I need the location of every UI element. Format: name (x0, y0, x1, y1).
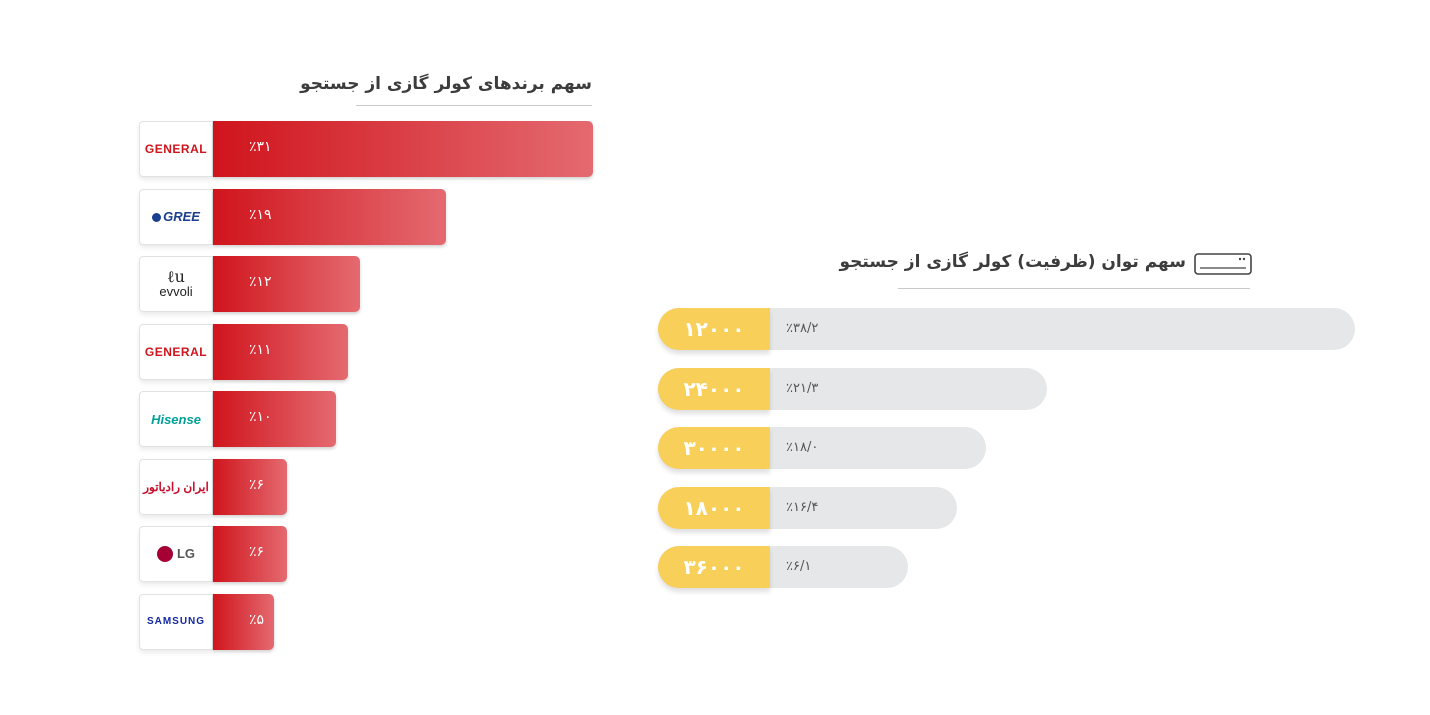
capacity-bar-row: ۱۸۰۰۰ ٪۱۶/۴ (658, 486, 1355, 529)
brand-bar (213, 323, 348, 380)
brand-bar-row: GREE ٪۱۹ (139, 188, 593, 245)
general-logo-icon: GENERAL (144, 344, 208, 359)
hisense-logo-icon: Hisense (151, 411, 201, 427)
brand-bar (213, 188, 446, 245)
brand-bar-value-label: ٪۱۲ (249, 274, 272, 290)
capacity-chart-title-underline (898, 288, 1250, 289)
capacity-category-pill (658, 308, 770, 350)
brand-bar-row: SAMSUNG ٪۵ (139, 593, 593, 650)
capacity-bar-value-label: ٪۳۸/۲ (786, 321, 819, 336)
brand-bar-value-label: ٪۶ (249, 476, 265, 493)
brand-logo-box: GREE (139, 188, 213, 245)
capacity-bar-value-label: ٪۱۸/۰ (786, 440, 819, 455)
brand-logo-box: SAMSUNG (139, 593, 213, 650)
brand-bar-value-label: ٪۶ (249, 544, 265, 560)
capacity-category-label: ۱۸۰۰۰ (683, 495, 745, 520)
brand-bar-row: ℓu evvoli ٪۱۲ (139, 256, 593, 312)
evvoli-logo-icon: ℓu evvoli (159, 266, 193, 299)
capacity-bar-row: ۱۲۰۰۰ ٪۳۸/۲ (658, 308, 1355, 350)
capacity-bar-row: ۲۴۰۰۰ ٪۲۱/۳ (658, 367, 1355, 410)
brand-bar-value-label: ٪۱۱ (249, 341, 272, 358)
general-logo-icon: GENERAL (144, 142, 208, 156)
samsung-logo-icon: SAMSUNG (146, 616, 206, 627)
capacity-category-pill (658, 486, 770, 529)
brand-bar (213, 121, 593, 177)
brand-bar-row: LG ٪۶ (139, 526, 593, 582)
capacity-category-label: ۲۴۰۰۰ (683, 376, 745, 401)
air-conditioner-icon (1194, 253, 1252, 275)
brand-bar (213, 526, 287, 582)
capacity-category-label: ۳۶۰۰۰ (683, 555, 745, 579)
brand-logo-box: GENERAL (139, 121, 213, 177)
brand-bar-value-label: ٪۱۹ (249, 206, 272, 223)
brand-bar-value-label: ٪۳۱ (249, 139, 272, 155)
brand-bar-value-label: ٪۵ (249, 611, 265, 628)
brand-logo-box: ایران رادیاتور (139, 458, 213, 515)
brand-bar (213, 256, 361, 312)
iran-radiator-logo-icon: ایران رادیاتور (143, 479, 209, 494)
capacity-bar-row: ۳۶۰۰۰ ٪۶/۱ (658, 546, 1355, 588)
brand-bar (213, 593, 275, 650)
capacity-category-pill (658, 546, 770, 588)
lg-logo-icon: LG (156, 546, 195, 562)
brand-logo-box: LG (139, 526, 213, 582)
capacity-bar-value-label: ٪۲۱/۳ (786, 380, 819, 396)
brand-bar-value-label: ٪۱۰ (249, 409, 272, 425)
capacity-category-label: ۱۲۰۰۰ (683, 317, 745, 341)
brand-bar-row: GENERAL ٪۱۱ (139, 323, 593, 380)
brand-bar-row: Hisense ٪۱۰ (139, 391, 593, 447)
gree-logo-icon: GREE (152, 209, 200, 224)
capacity-bar (658, 308, 1355, 350)
capacity-category-pill (658, 427, 770, 469)
brand-chart-title: سهم برندهای کولر گازی از جستجو (300, 74, 592, 94)
capacity-category-pill (658, 367, 770, 410)
brand-bar-row: GENERAL ٪۳۱ (139, 121, 593, 177)
brand-bar (213, 391, 336, 447)
brand-bar-row: ایران رادیاتور ٪۶ (139, 458, 593, 515)
brand-logo-box: ℓu evvoli (139, 256, 213, 312)
brand-chart-title-underline (356, 105, 592, 106)
capacity-bar-row: ۳۰۰۰۰ ٪۱۸/۰ (658, 427, 1355, 469)
capacity-bar-value-label: ٪۶/۱ (786, 559, 812, 574)
brand-bar (213, 458, 287, 515)
capacity-category-label: ۳۰۰۰۰ (683, 436, 745, 460)
brand-logo-box: Hisense (139, 391, 213, 447)
brand-logo-box: GENERAL (139, 323, 213, 380)
capacity-chart-title: سهم توان (ظرفیت) کولر گازی از جستجو (839, 252, 1186, 272)
capacity-bar-value-label: ٪۱۶/۴ (786, 499, 819, 515)
